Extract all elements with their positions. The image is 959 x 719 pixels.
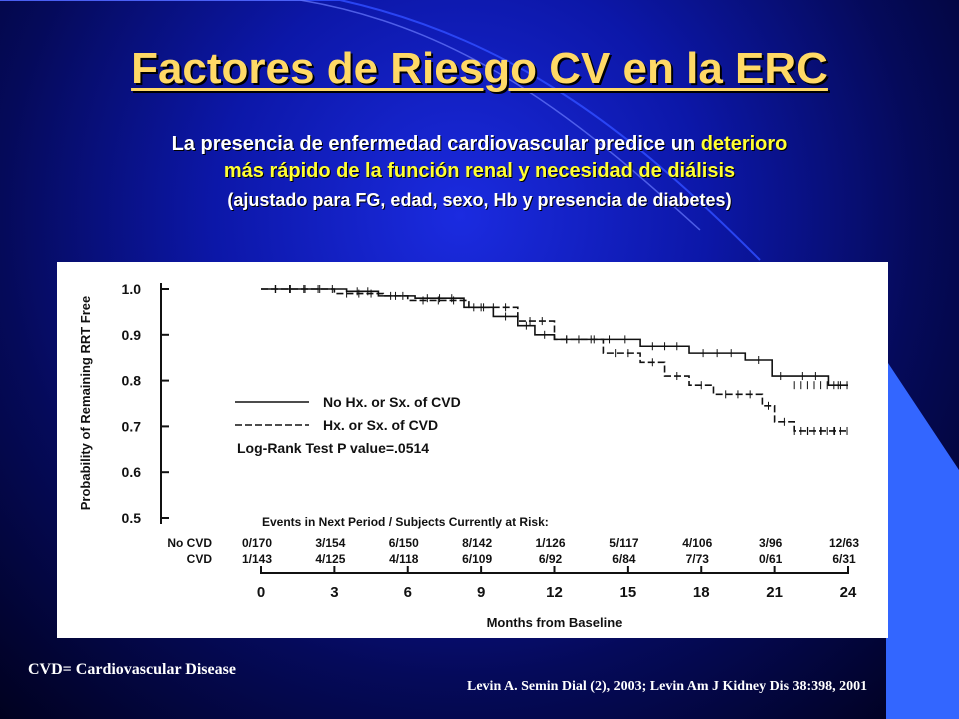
subtitle-line-2: más rápido de la función renal y necesid… (223, 160, 736, 182)
risk-table-row-label-no-cvd: No CVD (167, 536, 212, 550)
risk-table-cell: 1/126 (535, 536, 565, 550)
x-axis-label: Months from Baseline (487, 615, 623, 630)
risk-table-row-label-cvd: CVD (187, 552, 213, 566)
x-tick-label: 15 (620, 584, 637, 601)
risk-table-cell: 3/154 (315, 536, 345, 550)
risk-table-cell: 6/84 (612, 552, 636, 566)
risk-table-header: Events in Next Period / Subjects Current… (262, 515, 549, 529)
y-axis-label: Probability of Remaining RRT Free (78, 296, 93, 511)
x-tick-label: 21 (766, 584, 783, 601)
risk-table-cell: 6/92 (539, 552, 563, 566)
subtitle-note: (ajustado para FG, edad, sexo, Hb y pres… (227, 190, 732, 210)
risk-table-cell: 1/143 (242, 552, 272, 566)
x-tick-label: 3 (330, 584, 338, 601)
x-tick-label: 9 (477, 584, 485, 601)
risk-table-cell: 12/63 (829, 536, 859, 550)
risk-table-cell: 6/150 (389, 536, 419, 550)
chart-panel: 1.0 0.9 0.8 0.7 0.6 0.5 Probability of Remaini… (57, 262, 888, 638)
y-tick-label: 0.8 (122, 373, 142, 389)
footnote-reference: Levin A. Semin Dial (2), 2003; Levin Am … (467, 679, 868, 694)
risk-table-cell: 0/170 (242, 536, 272, 550)
y-tick-label: 0.9 (122, 327, 142, 343)
footnote-abbreviation: CVD= Cardiovascular Disease (28, 661, 236, 678)
risk-table-cell: 6/109 (462, 552, 492, 566)
y-tick-label: 0.7 (122, 418, 142, 434)
legend-label-no-cvd: No Hx. or Sx. of CVD (323, 394, 461, 410)
legend-label-cvd: Hx. or Sx. of CVD (323, 417, 438, 433)
risk-table-cell: 3/96 (759, 536, 783, 550)
risk-table-cell: 6/31 (832, 552, 856, 566)
x-tick-label: 24 (840, 584, 857, 601)
risk-table-cell: 7/73 (686, 552, 710, 566)
subtitle-text: La presencia de enfermedad cardiovascula… (171, 133, 701, 155)
risk-table-cell: 0/61 (759, 552, 783, 566)
series-line-cvd (261, 288, 848, 432)
y-tick-label: 1.0 (122, 281, 142, 297)
risk-table-cell: 4/125 (315, 552, 345, 566)
risk-table-cell: 4/118 (389, 552, 419, 566)
y-tick-label: 0.6 (122, 464, 142, 480)
risk-table-cell: 4/106 (682, 536, 712, 550)
subtitle-line-1: La presencia de enfermedad cardiovascula… (0, 133, 959, 156)
x-tick-label: 6 (404, 584, 412, 601)
x-tick-label: 12 (546, 584, 563, 601)
x-tick-label: 0 (257, 584, 265, 601)
risk-table-cell: 8/142 (462, 536, 492, 550)
y-tick-label: 0.5 (122, 510, 142, 526)
risk-table-cell: 5/117 (609, 536, 639, 550)
slide-title: Factores de Riesgo CV en la ERC (131, 44, 828, 93)
survival-chart: 1.0 0.9 0.8 0.7 0.6 0.5 Probability of Remaini… (78, 281, 859, 630)
log-rank-annotation: Log-Rank Test P value=.0514 (237, 440, 429, 456)
subtitle-highlight-1: deterioro (700, 133, 788, 155)
x-tick-label: 18 (693, 584, 710, 601)
